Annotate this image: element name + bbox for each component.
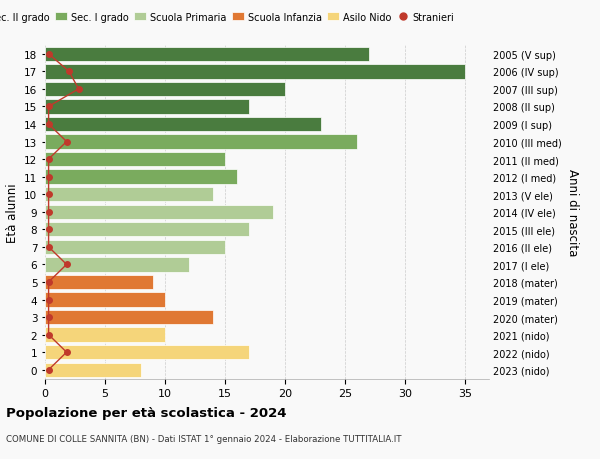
Bar — [45, 223, 249, 237]
Bar — [45, 100, 249, 114]
Point — [44, 331, 53, 339]
Point — [44, 244, 53, 251]
Point — [44, 296, 53, 303]
Point — [44, 313, 53, 321]
Bar — [45, 135, 357, 150]
Bar — [45, 240, 225, 254]
Y-axis label: Età alunni: Età alunni — [5, 183, 19, 242]
Point — [74, 86, 83, 93]
Bar — [45, 328, 165, 342]
Bar — [45, 188, 213, 202]
Bar — [45, 65, 465, 79]
Bar — [45, 275, 153, 290]
Bar — [45, 363, 141, 377]
Point — [44, 366, 53, 374]
Point — [44, 208, 53, 216]
Point — [62, 139, 71, 146]
Point — [44, 191, 53, 198]
Bar — [45, 293, 165, 307]
Point — [44, 174, 53, 181]
Point — [44, 51, 53, 58]
Legend: Sec. II grado, Sec. I grado, Scuola Primaria, Scuola Infanzia, Asilo Nido, Stran: Sec. II grado, Sec. I grado, Scuola Prim… — [0, 12, 454, 22]
Bar — [45, 257, 189, 272]
Point — [44, 156, 53, 163]
Point — [44, 279, 53, 286]
Point — [62, 261, 71, 269]
Point — [44, 226, 53, 234]
Point — [62, 349, 71, 356]
Y-axis label: Anni di nascita: Anni di nascita — [566, 169, 578, 256]
Bar — [45, 47, 369, 62]
Bar — [45, 170, 237, 185]
Bar — [45, 310, 213, 325]
Bar — [45, 345, 249, 359]
Point — [64, 68, 74, 76]
Point — [44, 104, 53, 111]
Text: COMUNE DI COLLE SANNITA (BN) - Dati ISTAT 1° gennaio 2024 - Elaborazione TUTTITA: COMUNE DI COLLE SANNITA (BN) - Dati ISTA… — [6, 434, 401, 443]
Bar — [45, 152, 225, 167]
Bar — [45, 118, 321, 132]
Text: Popolazione per età scolastica - 2024: Popolazione per età scolastica - 2024 — [6, 406, 287, 419]
Point — [44, 121, 53, 129]
Bar — [45, 205, 273, 219]
Bar — [45, 83, 285, 97]
